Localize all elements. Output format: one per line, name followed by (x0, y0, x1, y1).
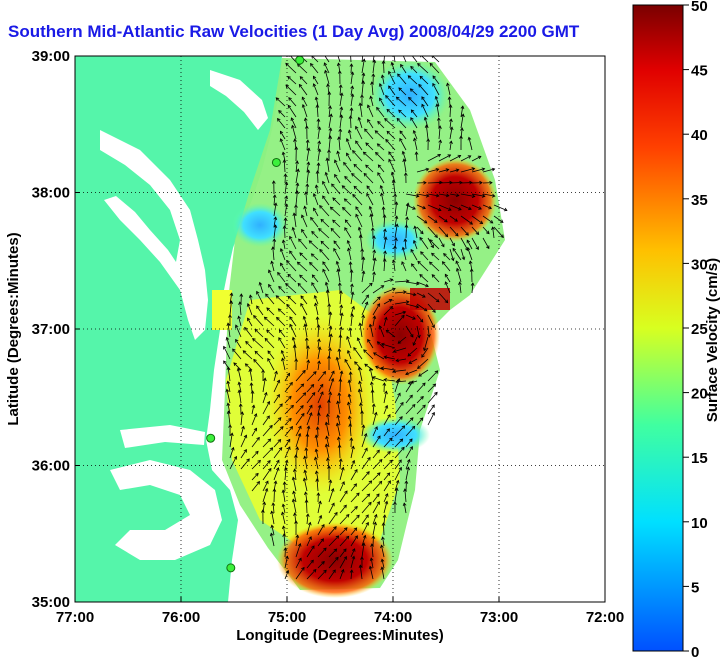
radar-station-marker (271, 157, 281, 167)
x-axis-ticks: 77:00 76:00 75:00 74:00 73:00 72:00 (56, 597, 624, 626)
x-tick-label: 75:00 (268, 609, 306, 626)
radar-station-marker (295, 56, 305, 65)
x-tick-label: 77:00 (56, 609, 94, 626)
pamlico-sound (110, 460, 222, 560)
colorbar-tick-label: 5 (691, 579, 699, 596)
land-mass (75, 56, 282, 602)
velocity-field (212, 56, 508, 598)
page-title: Southern Mid-Atlantic Raw Velocities (1 … (8, 22, 580, 41)
colorbar-tick-label: 10 (691, 515, 708, 532)
x-tick-label: 72:00 (586, 609, 624, 626)
x-tick-label: 73:00 (480, 609, 518, 626)
colorbar-ticks: 0 5 10 15 20 25 30 35 40 45 50 (683, 0, 708, 659)
y-tick-label: 36:00 (32, 458, 70, 475)
grid-lines (75, 56, 605, 602)
delaware-bay (210, 70, 268, 130)
x-axis-label: Longitude (Degrees:Minutes) (236, 627, 444, 644)
colorbar-tick-label: 15 (691, 450, 708, 467)
radar-station-marker (226, 563, 236, 573)
colorbar-tick-label: 50 (691, 0, 708, 15)
colorbar-tick-label: 40 (691, 127, 708, 144)
x-tick-label: 76:00 (162, 609, 200, 626)
colorbar-tick-label: 45 (691, 63, 708, 80)
colorbar-tick-label: 20 (691, 386, 708, 403)
y-axis-ticks: 35:00 36:00 37:00 38:00 39:00 (32, 48, 80, 611)
colorbar-tick-label: 25 (691, 321, 708, 338)
y-tick-label: 35:00 (32, 594, 70, 611)
colorbar-tick-label: 35 (691, 192, 708, 209)
y-tick-label: 37:00 (32, 321, 70, 338)
colorbar-tick-label: 0 (691, 644, 699, 659)
y-axis-label: Latitude (Degrees:Minutes) (5, 232, 22, 425)
colorbar (632, 4, 684, 652)
y-tick-label: 38:00 (32, 185, 70, 202)
colorbar-label: Surface Velocity (cm/s) (704, 258, 721, 422)
radar-station-marker (206, 433, 216, 443)
colorbar-tick-label: 30 (691, 256, 708, 273)
albemarle-sound (120, 425, 205, 448)
y-tick-label: 39:00 (32, 48, 70, 65)
x-tick-label: 74:00 (374, 609, 412, 626)
chesapeake-bay (100, 130, 208, 340)
